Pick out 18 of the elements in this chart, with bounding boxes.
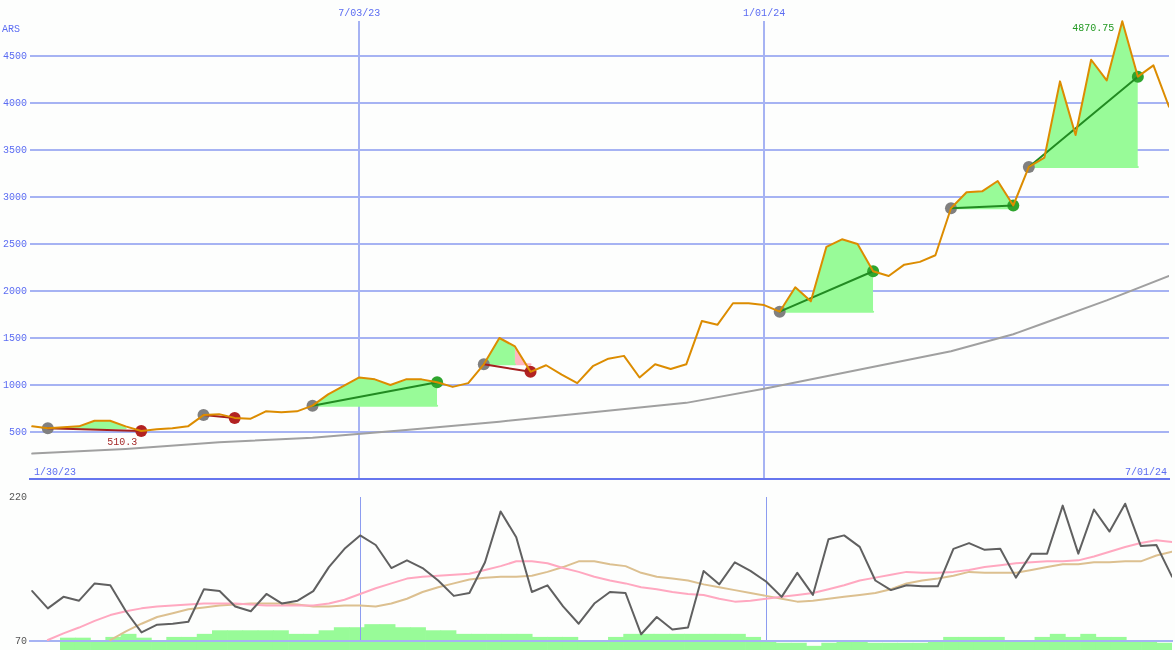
y-axis-title: ARS	[2, 23, 21, 35]
y-tick-label: 4000	[2, 97, 27, 109]
y-tick-label: 220	[8, 491, 27, 503]
y-tick-label: 1000	[2, 379, 27, 391]
y-tick-label: 2500	[2, 238, 27, 250]
annotation: 510.3	[107, 436, 138, 448]
y-tick-label: 3500	[2, 144, 27, 156]
y-tick-label: 500	[8, 426, 27, 438]
x-tick-label: 7/03/23	[338, 7, 381, 19]
y-tick-label: 2000	[2, 285, 27, 297]
y-tick-label: 1500	[2, 332, 27, 344]
annotation: 1/30/23	[34, 466, 77, 478]
y-tick-label: 4500	[2, 50, 27, 62]
y-tick-label: 70	[14, 635, 27, 647]
annotation: 4870.75	[1072, 22, 1115, 34]
y-tick-label: 3000	[2, 191, 27, 203]
x-tick-label: 1/01/24	[743, 7, 786, 19]
annotation: 7/01/24	[1124, 466, 1167, 478]
